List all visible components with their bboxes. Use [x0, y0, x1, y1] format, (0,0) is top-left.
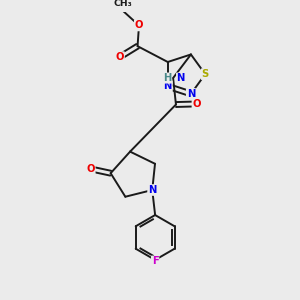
Text: F: F: [152, 256, 158, 266]
Text: N: N: [187, 89, 195, 99]
Text: H: H: [164, 73, 172, 83]
Text: N: N: [164, 81, 172, 91]
Text: N: N: [148, 185, 156, 195]
Text: O: O: [135, 20, 143, 30]
Text: O: O: [192, 99, 201, 109]
Text: S: S: [202, 69, 209, 79]
Text: O: O: [116, 52, 124, 62]
Text: O: O: [86, 164, 95, 174]
Text: N: N: [176, 73, 185, 83]
Text: CH₃: CH₃: [114, 0, 133, 8]
